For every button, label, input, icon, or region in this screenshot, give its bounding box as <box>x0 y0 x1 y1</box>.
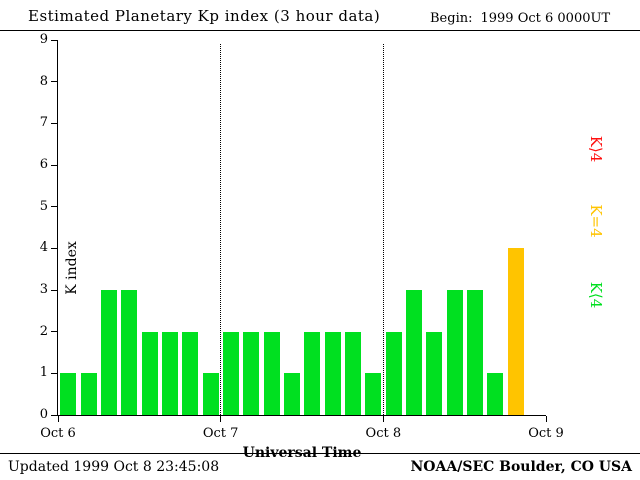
y-tick <box>51 289 57 291</box>
kp-bar <box>487 373 504 415</box>
y-tick-label: 0 <box>39 407 48 422</box>
y-tick-label: 7 <box>39 115 48 131</box>
legend-k-lt-4: K⟨4 <box>587 281 605 309</box>
kp-bar <box>222 331 239 415</box>
legend-k-gt-4: K⟩4 <box>587 135 605 163</box>
y-tick <box>51 414 57 416</box>
kp-bar <box>466 290 483 415</box>
y-tick <box>51 372 57 374</box>
kp-bar <box>304 331 321 415</box>
kp-bar <box>243 331 260 415</box>
kp-bar <box>385 331 402 415</box>
kp-bar <box>60 373 77 415</box>
bottom-divider <box>0 453 640 454</box>
plot-area: K index Universal Time 0 1 2 3 4 5 6 7 8 9 Oct 6 Oc… <box>40 32 564 461</box>
day-boundary-gridline <box>382 44 384 415</box>
y-tick <box>51 122 57 124</box>
kp-bar <box>365 373 382 415</box>
y-tick-label: 1 <box>39 365 48 381</box>
begin-label: Begin: <box>430 11 473 26</box>
begin-timestamp: Begin: 1999 Oct 6 0000UT <box>430 11 610 26</box>
y-axis-label: K index <box>64 241 80 295</box>
kp-bar <box>141 331 158 415</box>
x-tick-label: Oct 6 <box>40 426 76 441</box>
organization-credit: NOAA/SEC Boulder, CO USA <box>410 459 633 475</box>
y-tick <box>51 206 57 208</box>
kp-bar <box>263 331 280 415</box>
kp-bar <box>426 331 443 415</box>
x-tick-label: Oct 7 <box>202 426 239 441</box>
y-tick-label: 2 <box>39 323 48 339</box>
kp-bar <box>283 373 300 415</box>
kp-bar <box>446 290 463 415</box>
legend-k-eq-4: K=4 <box>587 204 605 238</box>
y-tick-label: 4 <box>39 240 48 256</box>
x-tick <box>220 416 222 422</box>
kp-bar <box>324 331 341 415</box>
kp-bar <box>161 331 178 415</box>
y-tick <box>51 81 57 83</box>
kp-bar <box>405 290 422 415</box>
y-tick <box>51 164 57 166</box>
chart-title: Estimated Planetary Kp index (3 hour dat… <box>28 7 381 25</box>
x-tick <box>57 416 59 422</box>
kp-bar <box>80 373 97 415</box>
y-tick-label: 9 <box>39 32 48 47</box>
y-tick-label: 3 <box>39 282 48 297</box>
y-tick <box>51 331 57 333</box>
top-divider <box>0 30 640 31</box>
y-tick <box>51 39 57 41</box>
kp-bar <box>507 248 524 415</box>
kp-bar <box>100 290 117 415</box>
kp-bar <box>121 290 138 415</box>
x-tick-label: Oct 9 <box>528 426 564 441</box>
y-tick-label: 5 <box>39 198 48 214</box>
y-tick <box>51 247 57 249</box>
y-tick-label: 6 <box>39 157 48 172</box>
day-boundary-gridline <box>220 44 222 415</box>
x-tick <box>545 416 547 422</box>
begin-value: 1999 Oct 6 0000UT <box>480 11 611 26</box>
updated-timestamp: Updated 1999 Oct 8 23:45:08 <box>8 459 220 475</box>
x-tick-label: Oct 8 <box>365 426 402 441</box>
y-tick-label: 8 <box>39 73 48 89</box>
kp-bar <box>182 331 199 415</box>
kp-bar <box>202 373 219 415</box>
kp-bar <box>344 331 361 415</box>
x-tick <box>382 416 384 422</box>
